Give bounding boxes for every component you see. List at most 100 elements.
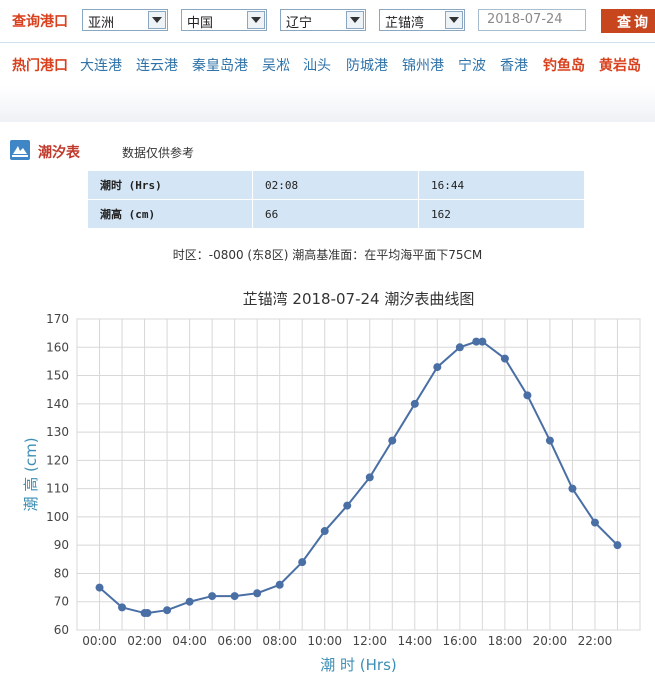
hot-port-link[interactable]: 钓鱼岛 (543, 58, 585, 74)
y-tick-label: 140 (46, 397, 69, 411)
country-select[interactable]: 中国 (181, 9, 267, 31)
y-tick-label: 90 (54, 538, 69, 552)
data-point (410, 399, 419, 408)
hot-port-link[interactable]: 宁波 (458, 58, 486, 74)
y-tick-label: 160 (46, 340, 69, 354)
x-tick-label: 02:00 (127, 634, 162, 648)
section-note: 数据仅供参考 (122, 146, 195, 160)
y-tick-label: 120 (46, 453, 69, 467)
x-tick-label: 20:00 (533, 634, 568, 648)
series-line (98, 340, 619, 615)
date-value: 2018-07-24 (487, 12, 563, 27)
data-point (143, 609, 152, 618)
x-tick-label: 08:00 (262, 634, 297, 648)
table-cell: 02:08 (252, 170, 419, 200)
y-tick-label: 170 (46, 312, 69, 326)
data-point (95, 583, 104, 592)
data-point (343, 501, 352, 510)
hot-port-link[interactable]: 黄岩岛 (599, 58, 641, 74)
hot-port-link[interactable]: 大连港 (80, 58, 122, 74)
y-tick-label: 130 (46, 425, 69, 439)
y-tick-label: 80 (54, 566, 69, 580)
data-point (433, 363, 442, 372)
chart-title: 芷锚湾 2018-07-24 潮汐表曲线图 (243, 290, 475, 308)
data-point (118, 603, 127, 612)
hot-port-link[interactable]: 香港 (500, 58, 528, 74)
hot-port-link[interactable]: 吴凇 (262, 58, 290, 74)
baseline-note: 时区：-0800 (东8区) 潮高基准面：在平均海平面下75CM (172, 248, 483, 262)
data-point (365, 473, 374, 482)
data-point (500, 354, 509, 363)
table-cell: 162 (418, 199, 585, 229)
date-input[interactable]: 2018-07-24 (478, 9, 586, 31)
y-tick-label: 70 (54, 595, 69, 609)
x-tick-label: 16:00 (443, 634, 478, 648)
data-point (275, 580, 284, 589)
x-tick-label: 12:00 (352, 634, 387, 648)
data-point (320, 527, 329, 536)
port-select[interactable]: 芷锚湾 (379, 9, 465, 31)
chevron-down-icon[interactable] (346, 11, 364, 29)
height-header: 潮高 (cm) (87, 199, 253, 229)
search-bar: 查询港口 亚洲 中国 辽宁 芷锚湾 2018-07-24 查询 (0, 0, 655, 42)
x-tick-label: 18:00 (488, 634, 523, 648)
data-point (613, 541, 622, 550)
continent-value: 亚洲 (88, 16, 115, 31)
hot-port-link[interactable]: 连云港 (136, 58, 178, 74)
data-point (230, 592, 239, 601)
data-point (590, 518, 599, 527)
search-label: 查询港口 (12, 14, 68, 30)
data-point (568, 484, 577, 493)
plot-area (76, 318, 641, 631)
data-point (388, 436, 397, 445)
divider-band (0, 86, 655, 122)
data-point (478, 337, 487, 346)
table-cell: 66 (252, 199, 419, 229)
data-point (298, 558, 307, 567)
chevron-down-icon[interactable] (247, 11, 265, 29)
hot-ports-bar: 热门港口 大连港 连云港 秦皇岛港 吴凇 汕头 防城港 锦州港 宁波 香港 钓鱼岛 黄岩岛 (0, 42, 655, 87)
x-tick-label: 06:00 (217, 634, 252, 648)
x-tick-label: 22:00 (578, 634, 613, 648)
y-axis-label: 潮 高 (cm) (22, 437, 40, 511)
data-point (208, 592, 217, 601)
data-point (163, 606, 172, 615)
x-axis-label: 潮 时 (Hrs) (320, 656, 397, 674)
country-value: 中国 (187, 16, 214, 31)
hot-port-link[interactable]: 锦州港 (402, 58, 444, 74)
hot-port-link[interactable]: 汕头 (303, 58, 331, 74)
x-tick-label: 04:00 (172, 634, 207, 648)
y-tick-label: 100 (46, 510, 69, 524)
section-title: 潮汐表 (38, 145, 80, 161)
province-select[interactable]: 辽宁 (280, 9, 366, 31)
query-button[interactable]: 查询 (601, 9, 655, 33)
y-tick-label: 110 (46, 482, 69, 496)
hot-port-link[interactable]: 秦皇岛港 (192, 58, 248, 74)
data-point (472, 337, 481, 346)
continent-select[interactable]: 亚洲 (82, 9, 168, 31)
port-value: 芷锚湾 (385, 16, 425, 31)
table-row: 潮高 (cm) 66 162 (87, 199, 585, 229)
chevron-down-icon[interactable] (148, 11, 166, 29)
table-cell: 16:44 (418, 170, 585, 200)
wave-icon (10, 140, 30, 160)
y-tick-label: 150 (46, 369, 69, 383)
chevron-down-icon[interactable] (445, 11, 463, 29)
data-point (185, 597, 194, 606)
province-value: 辽宁 (286, 16, 313, 31)
table-row: 潮时 (Hrs) 02:08 16:44 (87, 170, 585, 200)
data-point (455, 343, 464, 352)
hot-port-link[interactable]: 防城港 (346, 58, 388, 74)
query-button-label: 查询 (617, 15, 651, 31)
tide-table: 潮时 (Hrs) 02:08 16:44 潮高 (cm) 66 162 (87, 170, 585, 229)
x-tick-label: 14:00 (398, 634, 433, 648)
x-tick-label: 10:00 (307, 634, 342, 648)
data-point (253, 589, 262, 598)
hot-ports-label: 热门港口 (12, 58, 68, 74)
x-tick-label: 00:00 (82, 634, 117, 648)
tide-chart: 60 70 80 90 100 110 120 130 140 150 160 170 00:00 02:… (22, 290, 641, 674)
y-tick-label: 60 (54, 623, 69, 637)
data-point (523, 391, 532, 400)
time-header: 潮时 (Hrs) (87, 170, 253, 200)
data-point (545, 436, 554, 445)
